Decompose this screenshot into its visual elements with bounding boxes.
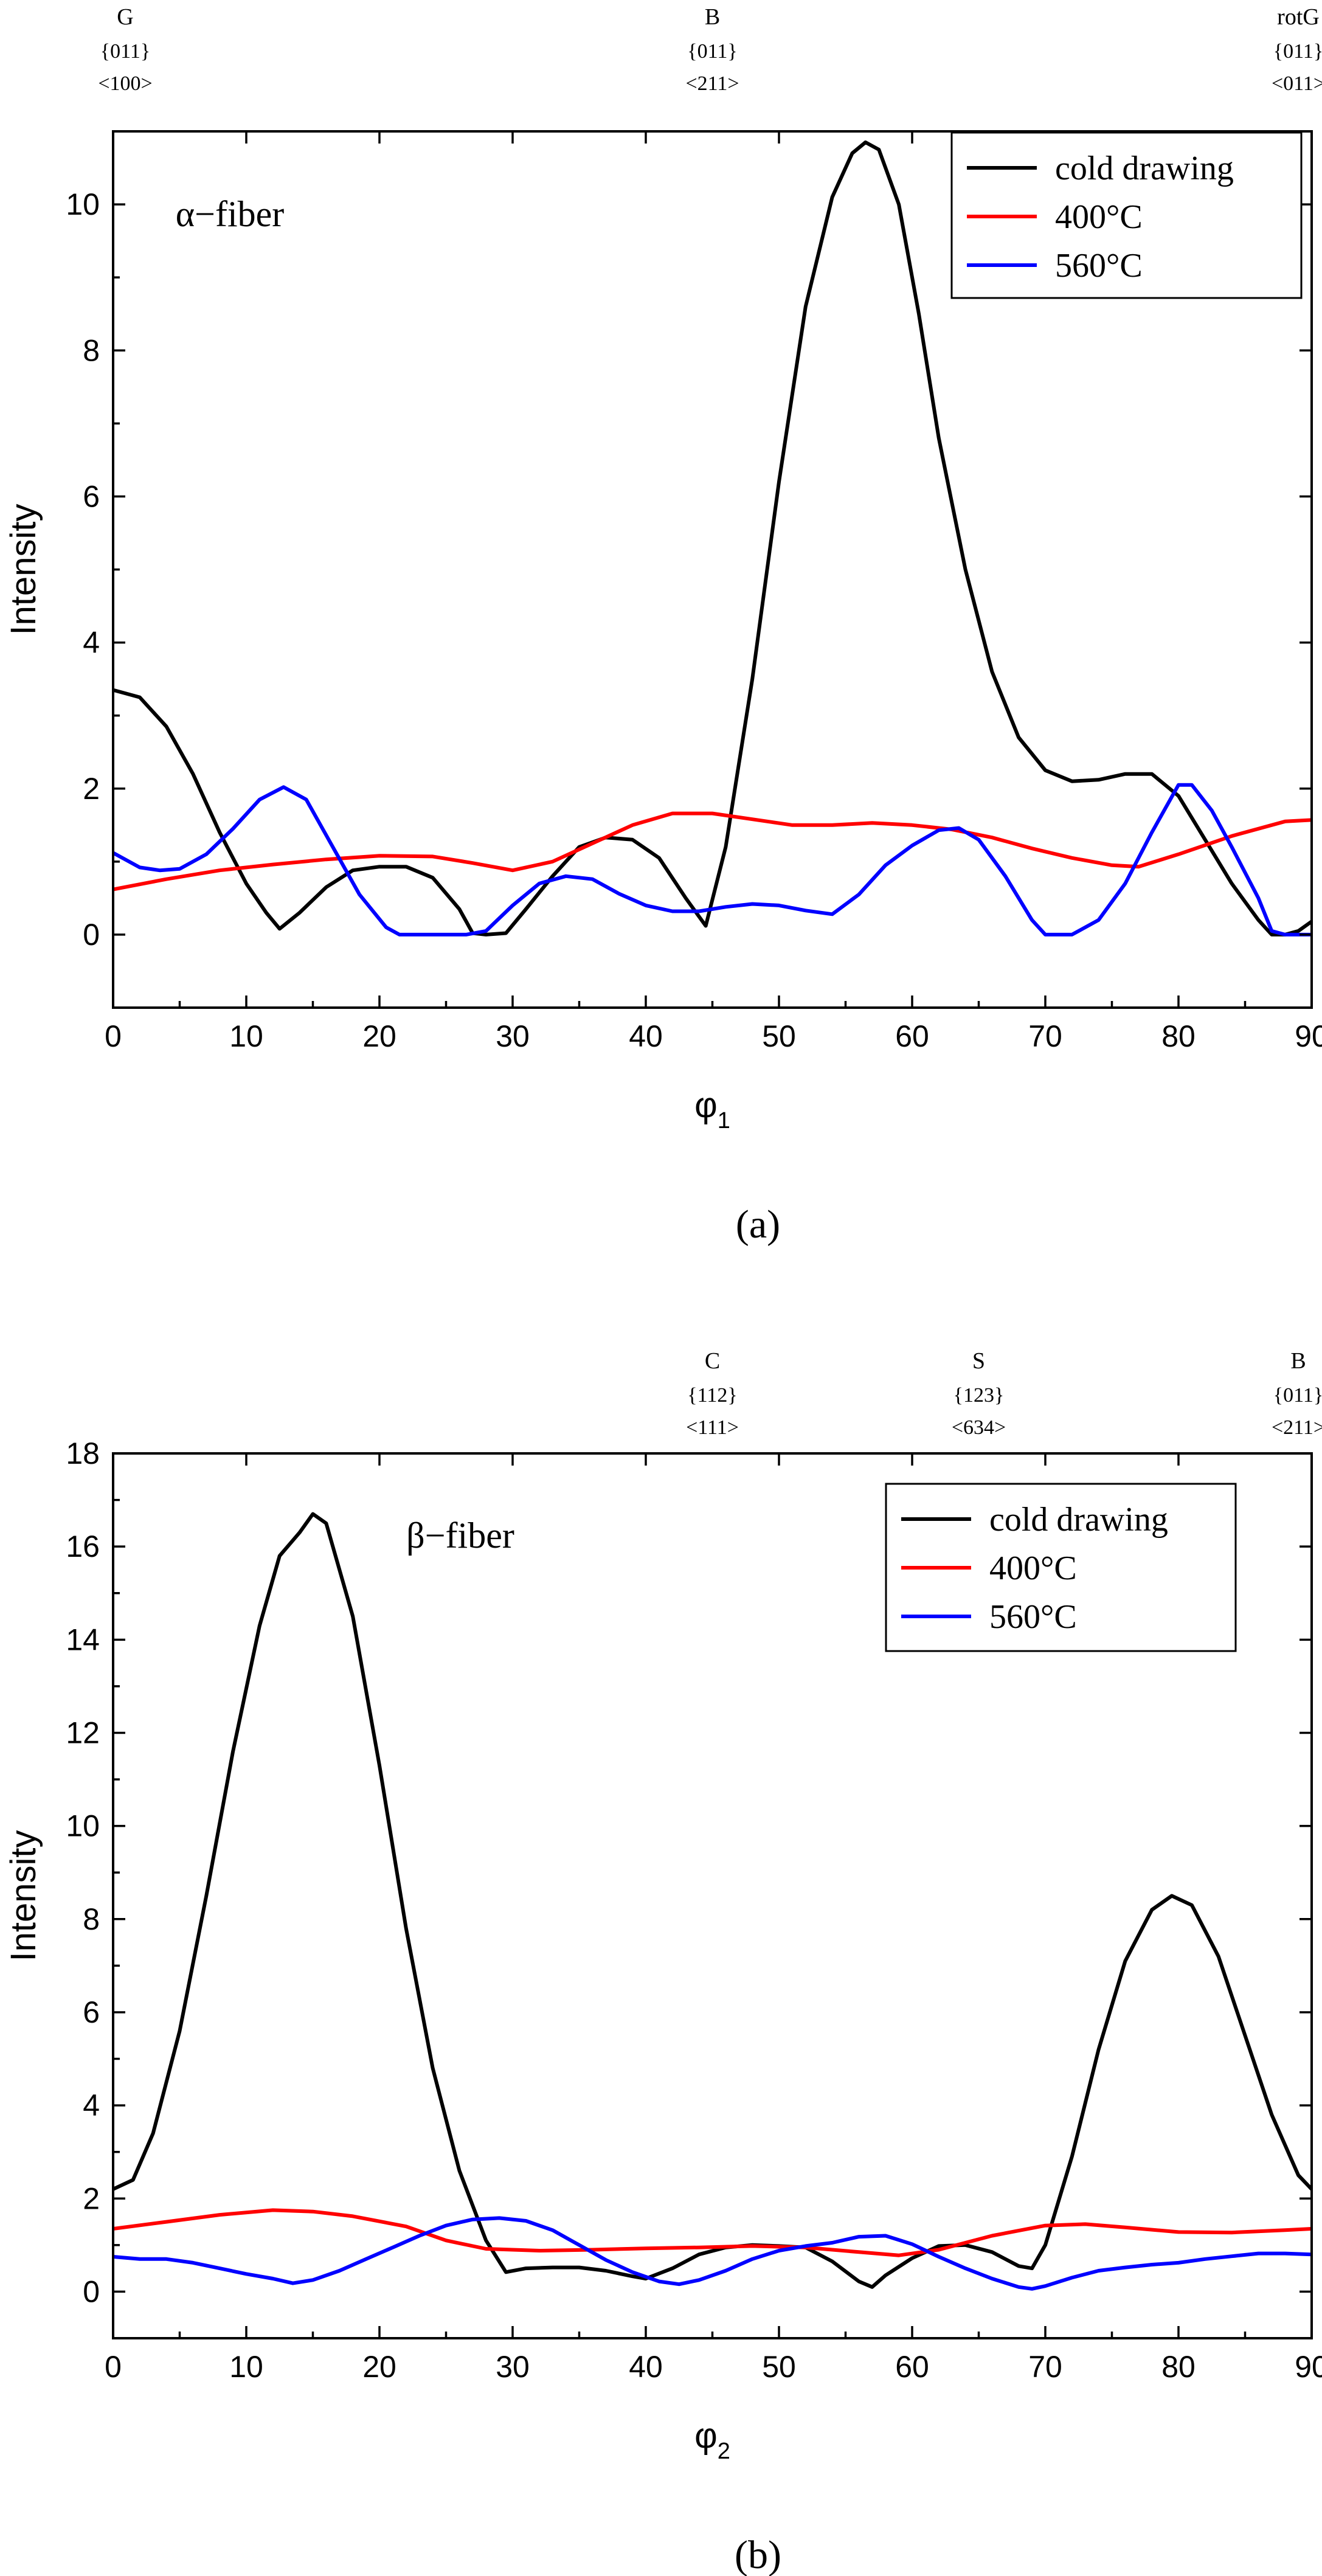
y-tick-label: 8	[83, 333, 100, 367]
y-tick-label: 10	[66, 1809, 100, 1843]
x-tick-label: 60	[895, 2350, 929, 2384]
x-axis-symbol: φ	[694, 1085, 718, 1125]
texture-annotation: S {123} <634>	[952, 1348, 1006, 1439]
legend-entry: 400°C	[989, 1549, 1077, 1587]
y-axis-label: Intensity	[4, 1830, 43, 1962]
series-line-400-c	[113, 2208, 1312, 2257]
legend: cold drawing 400°C 560°C	[950, 131, 1303, 299]
panel-label: (a)	[736, 1202, 780, 1247]
x-tick-label: 30	[496, 2350, 530, 2384]
annotation-direction: <100>	[98, 72, 152, 95]
annotation-name: C	[705, 1348, 720, 1374]
texture-annotation: rotG {011} <011>	[1272, 4, 1322, 95]
series-group	[113, 1512, 1312, 2291]
fiber-label: β−fiber	[406, 1515, 514, 1556]
annotation-name: G	[117, 4, 133, 30]
x-tick-label: 90	[1295, 2350, 1322, 2384]
x-tick-label: 10	[229, 2350, 263, 2384]
legend-entry: cold drawing	[989, 1501, 1168, 1539]
annotation-direction: <211>	[1272, 1416, 1322, 1439]
x-tick-label: 50	[762, 1019, 796, 1053]
x-tick-label: 20	[362, 1019, 396, 1053]
x-tick-label: 30	[496, 1019, 530, 1053]
x-tick-label: 70	[1028, 1019, 1062, 1053]
series-line-cold-drawing	[113, 1512, 1312, 2289]
y-tick-label: 0	[83, 2274, 100, 2308]
x-axis-symbol: φ	[694, 2416, 718, 2456]
y-tick-label: 4	[83, 2088, 100, 2122]
legend-entry: 560°C	[1055, 247, 1143, 285]
y-tick-label: 6	[83, 1995, 100, 2029]
chart-beta-fiber: 0 10 20 30 40 50 60 70 80 90 0 2 4 6 8 10 12 14 16 18 Intens…	[4, 1348, 1322, 2576]
annotation-name: B	[705, 4, 720, 30]
y-axis-label: Intensity	[4, 504, 43, 635]
texture-annotation: C {112} <111>	[686, 1348, 739, 1439]
y-tick-label: 10	[66, 187, 100, 221]
annotation-plane: {011}	[1273, 40, 1322, 63]
texture-annotation: G {011} <100>	[98, 4, 152, 95]
annotation-plane: {112}	[687, 1384, 737, 1407]
y-tick-label: 2	[83, 2181, 100, 2215]
x-axis-subscript: 1	[718, 1108, 730, 1134]
x-tick-label: 50	[762, 2350, 796, 2384]
annotation-direction: <634>	[952, 1416, 1006, 1439]
y-tick-label: 2	[83, 772, 100, 806]
annotation-plane: {123}	[953, 1384, 1005, 1407]
panel-label: (b)	[735, 2533, 781, 2576]
x-tick-label: 0	[105, 1019, 122, 1053]
y-tick-label: 4	[83, 626, 100, 660]
x-tick-label: 60	[895, 1019, 929, 1053]
x-tick-label: 80	[1161, 1019, 1196, 1053]
y-tick-label: 6	[83, 479, 100, 513]
series-line-cold-drawing	[113, 140, 1312, 937]
y-tick-label: 0	[83, 918, 100, 952]
texture-annotation: B {011} <211>	[1272, 1348, 1322, 1439]
fiber-label: α−fiber	[176, 194, 285, 234]
x-axis-subscript: 2	[718, 2439, 730, 2464]
y-tick-label: 12	[66, 1716, 100, 1750]
legend-entry: 560°C	[989, 1598, 1077, 1636]
series-line-560-c	[113, 2216, 1312, 2291]
annotation-direction: <011>	[1272, 72, 1322, 95]
series-line-560-c	[113, 783, 1312, 937]
x-tick-label: 40	[629, 2350, 663, 2384]
chart-alpha-fiber: 0 10 20 30 40 50 60 70 80 90 0 2 4 6 8 10 Intensity φ1 α−f…	[4, 4, 1322, 1247]
x-tick-label: 70	[1028, 2350, 1062, 2384]
y-tick-label: 18	[66, 1436, 100, 1470]
annotation-direction: <111>	[686, 1416, 739, 1439]
y-tick-label: 14	[66, 1622, 100, 1657]
series-line-400-c	[113, 811, 1312, 892]
x-tick-label: 80	[1161, 2350, 1196, 2384]
texture-annotation: B {011} <211>	[685, 4, 739, 95]
series-group	[113, 140, 1312, 937]
annotation-direction: <211>	[685, 72, 739, 95]
legend-entry: 400°C	[1055, 198, 1143, 236]
x-tick-label: 20	[362, 2350, 396, 2384]
x-tick-label: 90	[1295, 1019, 1322, 1053]
legend-entry: cold drawing	[1055, 150, 1234, 187]
annotation-plane: {011}	[687, 40, 737, 63]
annotation-plane: {011}	[100, 40, 150, 63]
x-axis-label: φ1	[694, 1085, 730, 1134]
annotation-name: B	[1290, 1348, 1306, 1374]
x-tick-label: 0	[105, 2350, 122, 2384]
legend: cold drawing 400°C 560°C	[885, 1483, 1237, 1652]
x-axis-label: φ2	[694, 2416, 730, 2464]
y-tick-label: 16	[66, 1529, 100, 1563]
annotation-name: S	[972, 1348, 985, 1374]
x-tick-label: 40	[629, 1019, 663, 1053]
annotation-plane: {011}	[1273, 1384, 1322, 1407]
y-tick-label: 8	[83, 1902, 100, 1936]
x-tick-label: 10	[229, 1019, 263, 1053]
annotation-name: rotG	[1277, 4, 1320, 30]
